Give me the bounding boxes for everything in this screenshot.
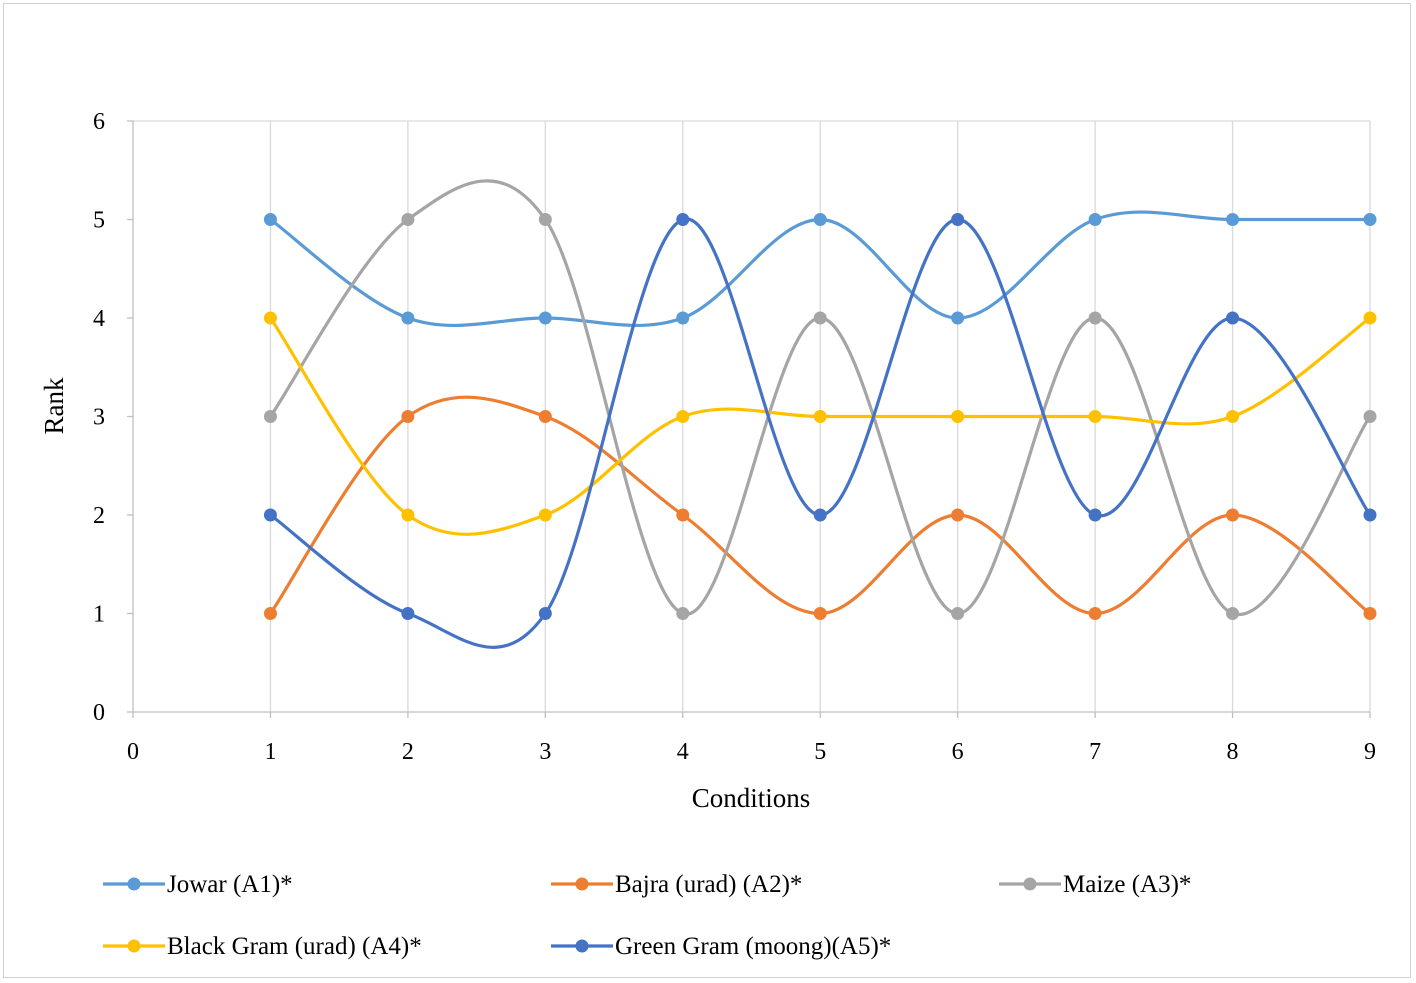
y-tick-label: 1 xyxy=(93,602,105,628)
data-point xyxy=(538,607,552,620)
data-point xyxy=(676,213,690,226)
axes xyxy=(127,120,1371,718)
x-tick-label: 7 xyxy=(1089,739,1101,765)
data-point xyxy=(1088,508,1102,522)
data-point xyxy=(1363,311,1377,325)
x-tick-label: 2 xyxy=(402,739,414,765)
x-tick-label: 3 xyxy=(539,739,551,765)
data-point xyxy=(1088,410,1102,423)
y-tick-label: 3 xyxy=(93,405,105,431)
data-point xyxy=(813,311,827,325)
data-point xyxy=(1226,607,1240,620)
series-markers xyxy=(263,213,1377,620)
data-point xyxy=(1088,213,1102,226)
grid-lines xyxy=(133,120,1371,712)
legend-label: Bajra (urad) (A2)* xyxy=(615,871,802,898)
data-point xyxy=(263,213,277,226)
x-tick-label: 4 xyxy=(677,739,689,765)
data-point xyxy=(538,508,552,522)
data-point xyxy=(813,508,827,522)
legend-item: Maize (A3)* xyxy=(999,871,1191,898)
legend-item: Jowar (A1)* xyxy=(103,871,293,898)
data-point xyxy=(401,607,415,620)
data-point xyxy=(951,311,965,325)
data-point xyxy=(538,410,552,423)
series-line-4 xyxy=(268,316,1372,536)
data-point xyxy=(1363,410,1377,423)
tick-labels: 0 1 2 3 4 5 6 7 8 9 0 1 2 3 4 5 6 xyxy=(93,109,1376,765)
data-point xyxy=(951,213,965,226)
data-point xyxy=(951,410,965,423)
data-point xyxy=(676,410,690,423)
legend-marker xyxy=(1023,877,1037,891)
y-tick-label: 4 xyxy=(93,306,105,332)
y-tick-label: 5 xyxy=(93,208,105,234)
x-tick-label: 1 xyxy=(264,739,276,765)
y-tick-label: 0 xyxy=(93,700,105,726)
legend-marker xyxy=(127,939,141,953)
legend-label: Maize (A3)* xyxy=(1063,871,1191,898)
x-tick-label: 8 xyxy=(1227,739,1239,765)
data-point xyxy=(1363,508,1377,522)
data-point xyxy=(951,607,965,620)
data-point xyxy=(263,607,277,620)
data-point xyxy=(1363,607,1377,620)
data-point xyxy=(951,508,965,522)
legend-label: Black Gram (urad) (A4)* xyxy=(167,933,422,960)
data-point xyxy=(263,311,277,325)
data-point xyxy=(1088,311,1102,325)
y-tick-label: 2 xyxy=(93,503,105,529)
data-point xyxy=(676,607,690,620)
x-tick-label: 9 xyxy=(1364,739,1376,765)
data-point xyxy=(263,410,277,423)
data-point xyxy=(401,311,415,325)
x-tick-label: 6 xyxy=(952,739,964,765)
data-point xyxy=(1363,213,1377,226)
legend-item: Bajra (urad) (A2)* xyxy=(551,871,802,898)
data-point xyxy=(813,213,827,226)
data-point xyxy=(676,311,690,325)
legend-label: Green Gram (moong)(A5)* xyxy=(615,933,891,960)
data-point xyxy=(813,607,827,620)
data-point xyxy=(1226,213,1240,226)
legend-item: Green Gram (moong)(A5)* xyxy=(551,933,891,960)
data-point xyxy=(1226,410,1240,423)
x-tick-label: 5 xyxy=(814,739,826,765)
y-axis-title: Rank xyxy=(39,377,69,434)
data-point xyxy=(401,213,415,226)
data-point xyxy=(538,311,552,325)
legend: Jowar (A1)* Bajra (urad) (A2)* Maize (A3)*… xyxy=(103,871,1191,960)
legend-marker xyxy=(127,877,141,891)
data-point xyxy=(401,508,415,522)
x-axis-title: Conditions xyxy=(692,783,811,813)
series-line-3 xyxy=(268,179,1372,617)
legend-marker xyxy=(575,939,589,953)
legend-marker xyxy=(575,877,589,891)
data-point xyxy=(263,508,277,522)
y-tick-label: 6 xyxy=(93,109,105,135)
x-tick-label: 0 xyxy=(127,739,139,765)
legend-item: Black Gram (urad) (A4)* xyxy=(103,933,422,960)
data-point xyxy=(1226,311,1240,325)
data-point xyxy=(401,410,415,423)
data-point xyxy=(676,508,690,522)
data-point xyxy=(1226,508,1240,522)
data-point xyxy=(813,410,827,423)
legend-label: Jowar (A1)* xyxy=(167,871,293,898)
data-point xyxy=(1088,607,1102,620)
data-point xyxy=(538,213,552,226)
chart-frame xyxy=(3,3,1411,978)
